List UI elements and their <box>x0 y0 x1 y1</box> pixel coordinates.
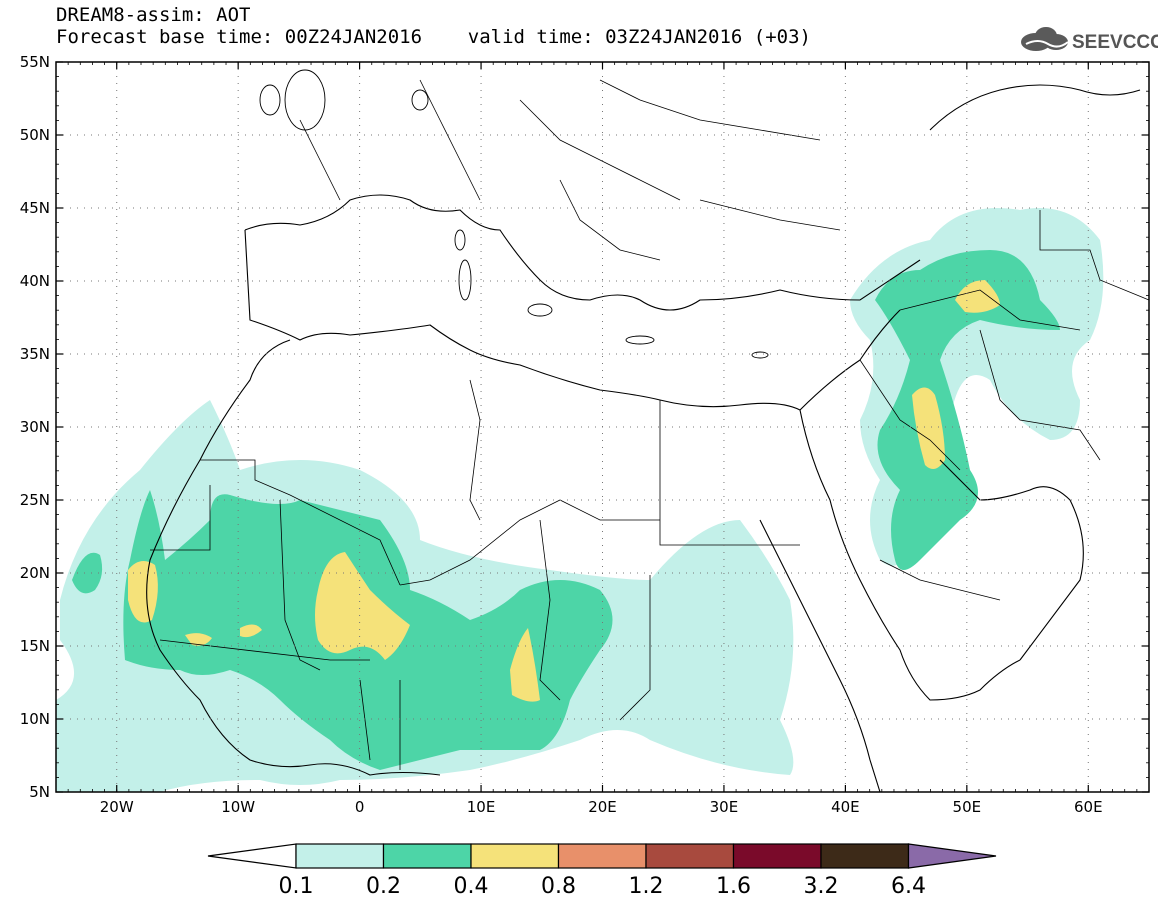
lon-tick-label: 20E <box>588 798 617 816</box>
latitude-axis: 55N 50N 45N 40N 35N 30N 25N 20N 15N 10N 5N <box>20 53 1149 801</box>
aot-colorbar: 0.1 0.2 0.4 0.8 1.2 1.6 3.2 6.4 <box>207 843 997 899</box>
lat-tick-label: 20N <box>20 564 50 582</box>
chart-title: DREAM8-assim: AOT <box>56 4 251 26</box>
colorbar-label: 0.1 <box>279 874 314 899</box>
colorbar-bin <box>557 843 647 869</box>
lat-tick-label: 35N <box>20 345 50 363</box>
colorbar-bin <box>382 843 472 869</box>
lat-tick-label: 30N <box>20 418 50 436</box>
colorbar-label: 6.4 <box>891 874 926 899</box>
forecast-times: Forecast base time: 00Z24JAN2016 valid t… <box>56 26 811 48</box>
colorbar-bin <box>732 843 822 869</box>
lat-tick-label: 45N <box>20 199 50 217</box>
cloud-icon <box>1021 27 1069 51</box>
lon-tick-label: 20W <box>100 798 134 816</box>
colorbar-bin <box>295 843 385 869</box>
lon-tick-label: 40E <box>831 798 860 816</box>
lon-tick-label: 0 <box>355 798 365 816</box>
lat-tick-label: 50N <box>20 126 50 144</box>
colorbar-label: 3.2 <box>804 874 839 899</box>
lon-tick-label: 30E <box>710 798 739 816</box>
logo-text: SEEVCCC <box>1072 32 1158 53</box>
lon-tick-label: 60E <box>1074 798 1103 816</box>
colorbar-bin <box>820 843 910 869</box>
lat-tick-label: 25N <box>20 491 50 509</box>
lon-tick-label: 10W <box>221 798 255 816</box>
colorbar-label: 0.4 <box>454 874 489 899</box>
colorbar-bin <box>470 843 560 869</box>
lat-tick-label: 40N <box>20 272 50 290</box>
lat-tick-label: 10N <box>20 710 50 728</box>
lat-tick-label: 55N <box>20 53 50 71</box>
colorbar-under-arrow <box>207 843 297 869</box>
lat-lon-grid <box>56 62 1149 792</box>
colorbar-label: 1.2 <box>629 874 664 899</box>
aot-field-0.4-0.8 <box>128 280 1000 702</box>
colorbar-bin <box>645 843 735 869</box>
seevccc-logo: SEEVCCC <box>1021 27 1158 53</box>
country-borders <box>150 79 1149 770</box>
lon-tick-label: 10E <box>467 798 496 816</box>
lat-tick-label: 15N <box>20 637 50 655</box>
colorbar-over-arrow <box>907 843 997 869</box>
colorbar-label: 1.6 <box>716 874 751 899</box>
lon-tick-label: 50E <box>953 798 982 816</box>
islands <box>259 69 769 359</box>
colorbar-label: 0.2 <box>366 874 401 899</box>
longitude-axis: 20W 10W 0 10E 20E 30E 40E 50E 60E <box>55 62 1150 816</box>
colorbar-label: 0.8 <box>541 874 576 899</box>
lat-tick-label: 5N <box>29 783 50 801</box>
coastlines <box>146 84 1141 792</box>
